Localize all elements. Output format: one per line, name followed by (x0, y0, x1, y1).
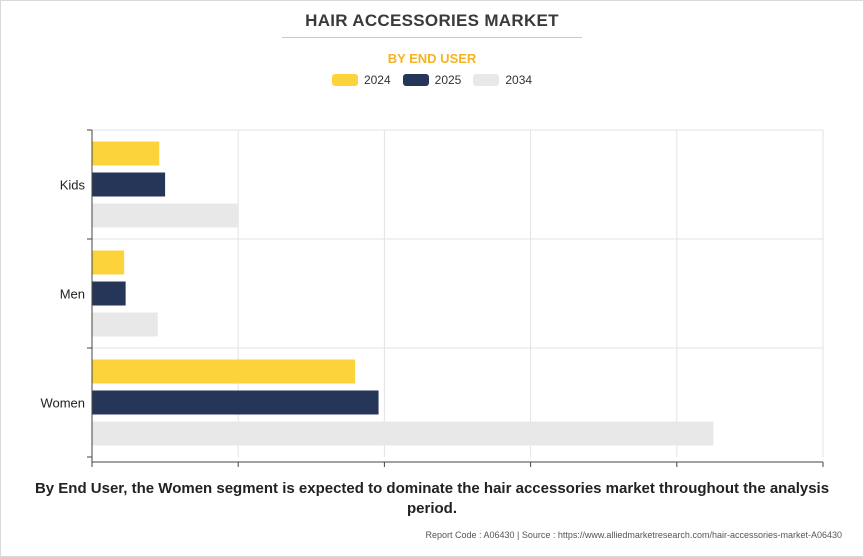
legend-label-2034: 2034 (505, 73, 533, 87)
category-label-kids: Kids (60, 178, 86, 193)
legend-swatch-2025 (402, 74, 429, 86)
legend: 2024 2025 2034 (0, 73, 864, 87)
category-label-men: Men (60, 287, 85, 302)
legend-item-2034[interactable]: 2034 (473, 73, 532, 87)
bar-kids-2025 (92, 172, 166, 197)
legend-item-2024[interactable]: 2024 (331, 73, 391, 87)
bar-women-2025 (92, 390, 379, 415)
bar-kids-2024 (92, 141, 160, 166)
legend-swatch-2024 (331, 74, 358, 86)
bar-women-2034 (92, 421, 714, 446)
legend-item-2025[interactable]: 2025 (402, 73, 462, 87)
chart-subtitle: BY END USER (387, 51, 477, 66)
source-note: Report Code : A06430 | Source : https://… (425, 530, 842, 540)
chart-caption: By End User, the Women segment is expect… (34, 480, 830, 517)
legend-label-2024: 2024 (363, 73, 391, 87)
bar-kids-2034 (92, 203, 239, 228)
bar-men-2034 (92, 312, 158, 337)
title-divider (282, 37, 582, 38)
chart-title: HAIR ACCESSORIES MARKET (305, 11, 559, 30)
legend-label-2025: 2025 (434, 73, 462, 87)
category-label-women: Women (40, 396, 85, 411)
bar-women-2024 (92, 359, 356, 384)
legend-swatch-2034 (473, 74, 500, 86)
bar-men-2024 (92, 250, 125, 275)
bar-men-2025 (92, 281, 126, 306)
